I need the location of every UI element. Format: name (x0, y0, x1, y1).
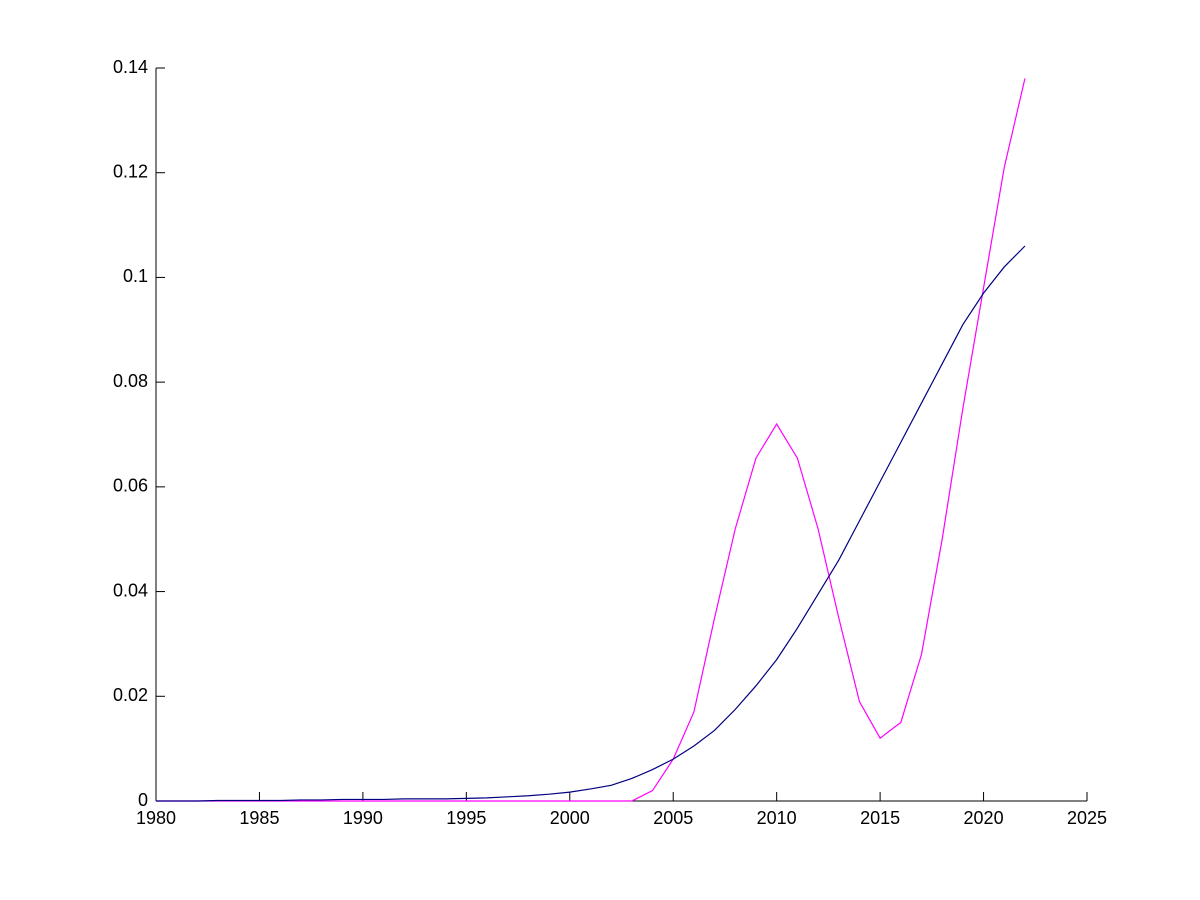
x-tick-label: 2010 (757, 808, 797, 828)
x-tick-label: 1980 (136, 808, 176, 828)
data-line (156, 78, 1026, 802)
x-tick-label: 1985 (239, 808, 279, 828)
y-tick-label: 0.06 (113, 476, 148, 496)
x-tick-label: 2025 (1067, 808, 1107, 828)
y-tick-label: 0.04 (113, 580, 148, 600)
x-tick-label: 1990 (343, 808, 383, 828)
y-tick-label: 0.08 (113, 371, 148, 391)
y-tick-label: 0.14 (113, 57, 148, 77)
y-tick-label: 0.1 (123, 266, 148, 286)
x-tick-label: 2000 (550, 808, 590, 828)
data-line (156, 245, 1026, 802)
x-tick-label: 1995 (446, 808, 486, 828)
y-tick-label: 0 (138, 790, 148, 810)
x-tick-label: 2005 (653, 808, 693, 828)
y-tick-label: 0.12 (113, 161, 148, 181)
x-tick-label: 2015 (860, 808, 900, 828)
y-tick-label: 0.02 (113, 685, 148, 705)
x-tick-label: 2020 (964, 808, 1004, 828)
